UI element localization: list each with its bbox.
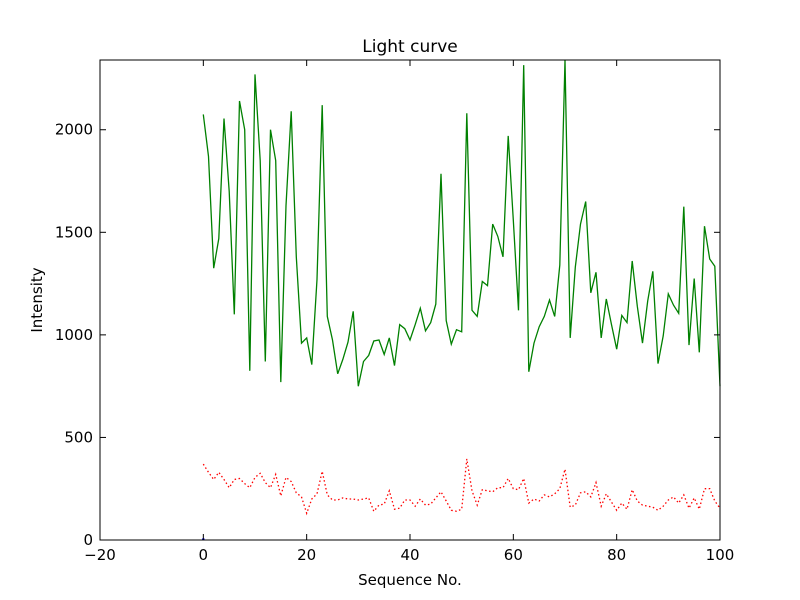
x-tick-label: 80 [607, 546, 626, 564]
series-line-1 [202, 59, 721, 387]
y-tick-label: 500 [64, 428, 93, 446]
x-tick-label: −20 [84, 546, 116, 564]
y-tick-label: 0 [83, 531, 93, 549]
y-axis-label: Intensity [28, 267, 46, 332]
y-tick-label: 1500 [55, 223, 93, 241]
x-axis-label: Sequence No. [358, 571, 462, 589]
x-tick-label: 60 [504, 546, 523, 564]
chart-title: Light curve [362, 37, 457, 57]
x-tick-label: 40 [400, 546, 419, 564]
x-tick-label: 0 [199, 546, 209, 564]
x-tick-label: 20 [297, 546, 316, 564]
y-tick-label: 1000 [55, 326, 93, 344]
x-tick-label: 100 [706, 546, 735, 564]
y-tick-label: 2000 [55, 121, 93, 139]
